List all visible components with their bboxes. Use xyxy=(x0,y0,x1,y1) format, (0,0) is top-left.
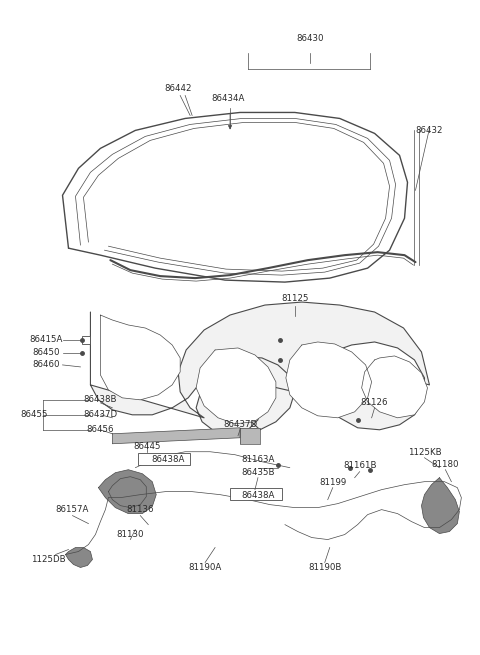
Text: 86438A: 86438A xyxy=(152,455,185,464)
Text: 86415A: 86415A xyxy=(30,335,63,345)
Polygon shape xyxy=(98,470,156,514)
Text: 81180: 81180 xyxy=(432,460,459,469)
Text: 86430: 86430 xyxy=(296,34,324,43)
Text: 86435B: 86435B xyxy=(241,468,275,477)
Polygon shape xyxy=(62,113,408,282)
Polygon shape xyxy=(65,548,93,567)
Bar xyxy=(138,453,190,464)
Polygon shape xyxy=(286,342,372,418)
Polygon shape xyxy=(361,356,428,418)
Polygon shape xyxy=(90,302,430,435)
Text: 81130: 81130 xyxy=(117,530,144,539)
Polygon shape xyxy=(112,428,240,443)
Text: 86437D: 86437D xyxy=(223,421,257,429)
Text: 81199: 81199 xyxy=(319,478,347,487)
Text: 1125DB: 1125DB xyxy=(31,555,66,564)
Bar xyxy=(230,488,282,500)
Text: 86438A: 86438A xyxy=(241,491,275,500)
Text: 86157A: 86157A xyxy=(56,505,89,514)
Text: 86450: 86450 xyxy=(33,348,60,358)
Text: 86456: 86456 xyxy=(87,425,114,434)
Text: 86455: 86455 xyxy=(21,410,48,419)
Polygon shape xyxy=(196,348,276,424)
Text: 86432: 86432 xyxy=(416,126,443,135)
Text: 86437D: 86437D xyxy=(84,410,118,419)
Text: 81190A: 81190A xyxy=(189,563,222,572)
Text: 86460: 86460 xyxy=(33,360,60,369)
Text: 81163A: 81163A xyxy=(241,455,275,464)
Text: 81161B: 81161B xyxy=(343,461,376,470)
Text: 86438B: 86438B xyxy=(84,396,117,404)
Polygon shape xyxy=(421,477,459,534)
Text: 81126: 81126 xyxy=(361,398,388,407)
Text: 1125KB: 1125KB xyxy=(408,448,441,457)
Text: 81190B: 81190B xyxy=(308,563,341,572)
Text: 86434A: 86434A xyxy=(211,94,245,103)
Polygon shape xyxy=(100,315,180,400)
Text: 86445: 86445 xyxy=(133,442,161,451)
Text: 81136: 81136 xyxy=(127,505,154,514)
Polygon shape xyxy=(240,428,260,443)
Bar xyxy=(83,336,90,344)
Text: 81125: 81125 xyxy=(281,293,309,303)
Text: 86442: 86442 xyxy=(165,84,192,93)
